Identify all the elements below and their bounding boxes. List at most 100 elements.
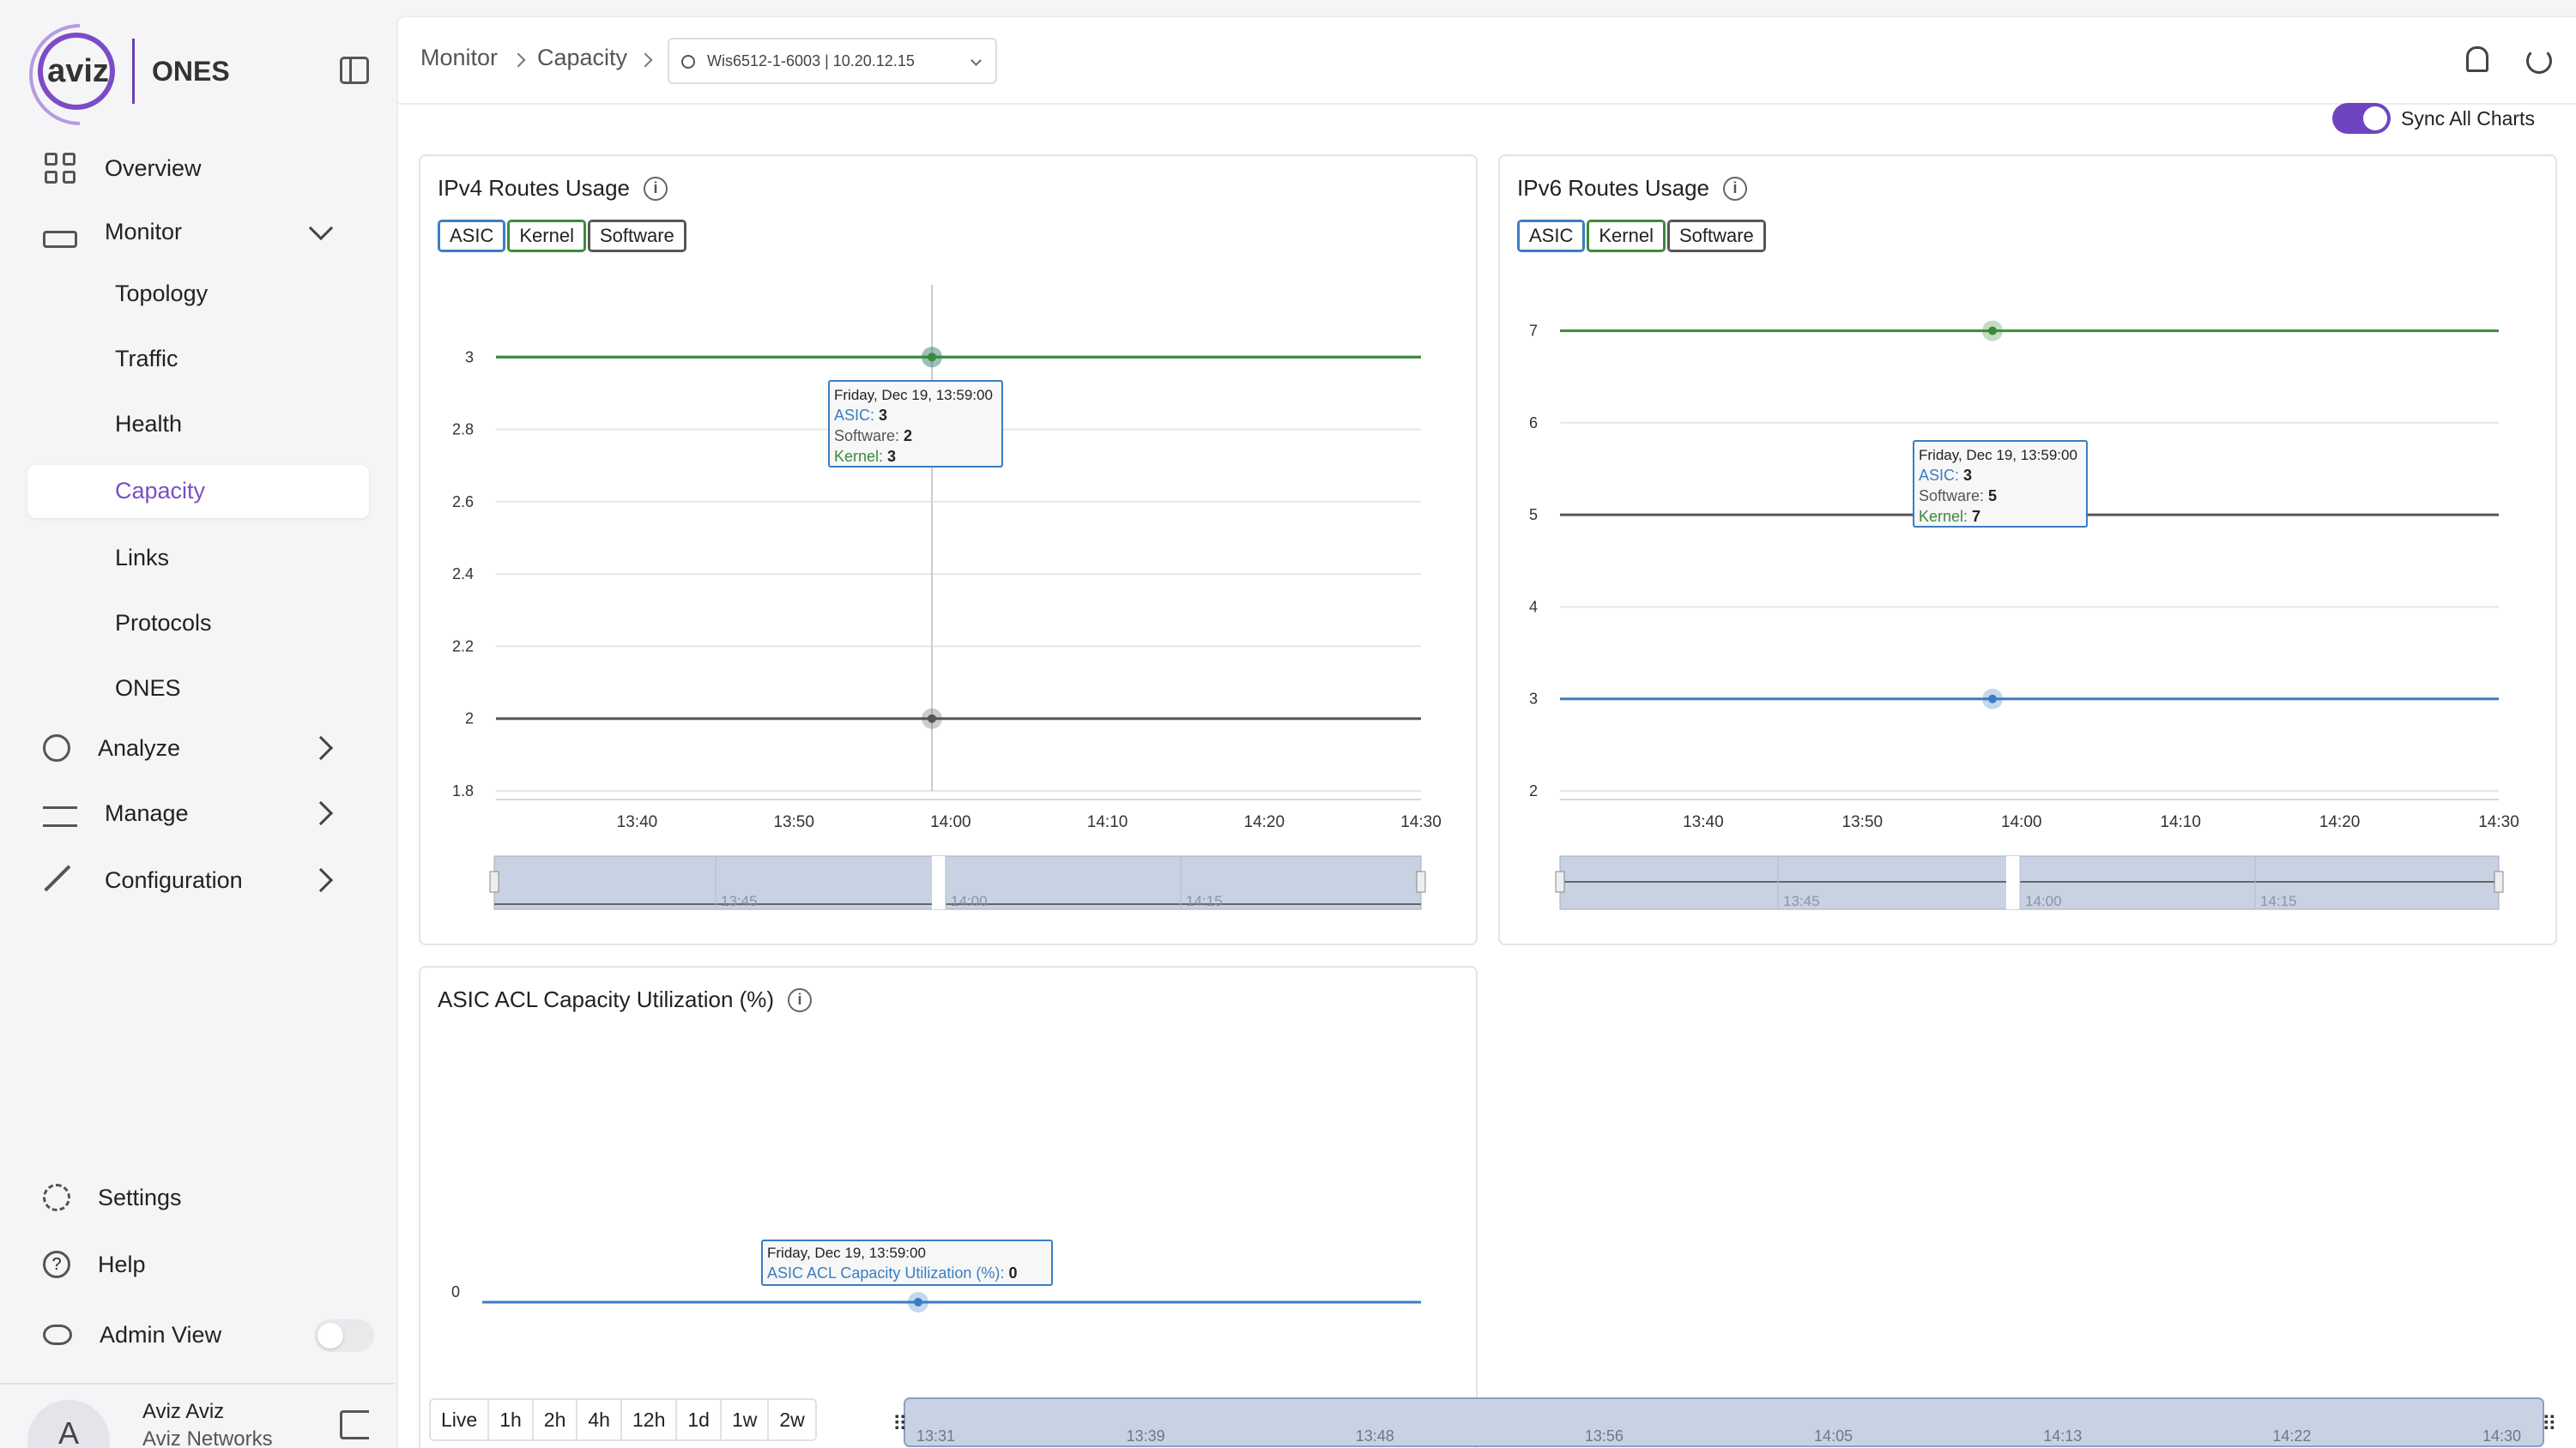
time-slider-tick-label: 14:22: [2272, 1427, 2311, 1445]
chart-legend: ASIC Kernel Software: [1517, 220, 1766, 252]
chart-tooltip: Friday, Dec 19, 13:59:00 ASIC ACL Capaci…: [761, 1240, 1053, 1286]
search-icon: [681, 55, 695, 69]
user-org: Aviz Networks: [142, 1427, 273, 1448]
svg-text:ASIC: 3: ASIC: 3: [834, 407, 887, 424]
chart-legend: ASIC Kernel Software: [438, 220, 686, 252]
drag-handle-icon: ⠿: [892, 1413, 908, 1436]
breadcrumb-monitor[interactable]: Monitor: [420, 45, 499, 70]
range-2w[interactable]: 2w: [767, 1398, 817, 1441]
info-icon[interactable]: i: [788, 987, 813, 1012]
legend-kernel[interactable]: Kernel: [507, 220, 586, 252]
sidebar-item-settings[interactable]: Settings: [43, 1179, 182, 1216]
svg-text:Software: 5: Software: 5: [1919, 487, 1997, 504]
range-1d[interactable]: 1d: [675, 1398, 722, 1441]
user-name: Aviz Aviz: [142, 1400, 225, 1423]
bell-icon[interactable]: [2466, 46, 2488, 72]
sidebar-item-traffic[interactable]: Traffic: [115, 345, 178, 371]
global-time-slider[interactable]: ⠿ ⠿ 13:31 13:39 13:48 13:56 14:05 14:13 14:22 1…: [891, 1395, 2555, 1448]
x-tick-label: 14:10: [1087, 813, 1128, 831]
series-marker-kernel[interactable]: [928, 353, 936, 362]
navigator-tick-label: 14:00: [2025, 893, 2062, 909]
y-tick-label: 0: [451, 1283, 460, 1300]
range-navigator[interactable]: 13:45 14:00 14:15: [489, 855, 1426, 910]
chevron-down-icon[interactable]: [308, 215, 334, 241]
y-tick-label: 3: [1529, 691, 1538, 708]
time-slider-tick-label: 14:30: [2482, 1427, 2521, 1445]
range-navigator[interactable]: 13:45 14:00 14:15: [1555, 855, 2504, 910]
sidebar-item-configuration[interactable]: Configuration: [43, 861, 243, 899]
sync-toggle[interactable]: [2332, 103, 2391, 134]
breadcrumb-capacity[interactable]: Capacity: [537, 45, 628, 70]
info-icon[interactable]: i: [1723, 176, 1748, 201]
navigator-tick-label: 13:45: [1783, 893, 1820, 909]
info-icon[interactable]: i: [644, 176, 668, 201]
admin-view-toggle[interactable]: [314, 1319, 374, 1352]
chevron-right-icon[interactable]: [308, 867, 334, 893]
range-4h[interactable]: 4h: [576, 1398, 622, 1441]
navigator-tick-label: 14:15: [1186, 893, 1223, 909]
help-icon: ?: [43, 1251, 70, 1278]
sidebar-item-monitor[interactable]: Monitor: [43, 213, 182, 250]
sidebar-item-help[interactable]: ? Help: [43, 1246, 146, 1283]
x-tick-label: 14:20: [2319, 813, 2361, 831]
series-marker-kernel[interactable]: [1988, 326, 1997, 335]
legend-kernel[interactable]: Kernel: [1587, 220, 1666, 252]
sync-all-charts[interactable]: Sync All Charts: [2332, 103, 2535, 134]
sliders-icon: [43, 806, 77, 827]
sidebar-item-capacity[interactable]: Capacity: [115, 477, 206, 504]
sidebar-item-health[interactable]: Health: [115, 410, 183, 437]
acl-chart[interactable]: 0 Friday, Dec 19, 13:59:00 ASIC ACL Capa…: [420, 968, 1479, 1448]
collapse-sidebar-icon[interactable]: [340, 57, 369, 84]
chevron-right-icon[interactable]: [308, 800, 334, 826]
series-marker-software[interactable]: [928, 714, 936, 723]
top-bar: Monitor Capacity Wis6512-1-6003 | 10.20.…: [398, 17, 2576, 105]
legend-asic[interactable]: ASIC: [438, 220, 506, 252]
x-tick-label: 14:30: [2478, 813, 2519, 831]
legend-software[interactable]: Software: [587, 220, 686, 252]
refresh-icon[interactable]: [2526, 48, 2552, 74]
time-slider-tick-label: 14:13: [2043, 1427, 2082, 1445]
sidebar-item-overview[interactable]: Overview: [43, 149, 202, 187]
time-range-selector: Live 1h 2h 4h 12h 1d 1w 2w: [429, 1398, 817, 1441]
x-tick-label: 14:10: [2160, 813, 2201, 831]
ipv6-chart[interactable]: 2 3 4 5 6 7 13:40 13:50 14:00 14:10 14:20 14:30 Fr…: [1500, 156, 2559, 947]
range-1h[interactable]: 1h: [487, 1398, 534, 1441]
svg-text:ASIC: 3: ASIC: 3: [1919, 467, 1972, 484]
x-tick-label: 14:00: [930, 813, 971, 831]
navigator-handle-right[interactable]: [1416, 871, 1426, 893]
tooltip-time: Friday, Dec 19, 13:59:00: [834, 387, 993, 403]
navigator-handle-left[interactable]: [1555, 871, 1565, 893]
legend-asic[interactable]: ASIC: [1517, 220, 1586, 252]
sidebar-item-links[interactable]: Links: [115, 544, 170, 570]
series-marker-acl[interactable]: [914, 1298, 922, 1306]
series-marker-asic[interactable]: [1988, 694, 1997, 703]
navigator-tick-label: 14:15: [2260, 893, 2297, 909]
navigator-handle-left[interactable]: [489, 871, 499, 893]
sidebar-item-topology[interactable]: Topology: [115, 280, 209, 306]
range-live[interactable]: Live: [429, 1398, 490, 1441]
sidebar-item-manage[interactable]: Manage: [43, 794, 189, 832]
legend-software[interactable]: Software: [1666, 220, 1766, 252]
avatar[interactable]: A: [27, 1400, 110, 1448]
range-1w[interactable]: 1w: [719, 1398, 770, 1441]
sidebar-item-ones[interactable]: ONES: [115, 674, 181, 701]
y-tick-label: 3: [465, 348, 474, 365]
range-2h[interactable]: 2h: [531, 1398, 578, 1441]
time-slider-tick-label: 13:39: [1127, 1427, 1165, 1445]
logout-icon[interactable]: [340, 1410, 369, 1439]
logo: aviz ONES: [38, 33, 230, 110]
y-tick-label: 7: [1529, 323, 1538, 340]
time-slider-tick-label: 13:31: [916, 1427, 955, 1445]
sidebar-item-analyze[interactable]: Analyze: [43, 729, 180, 767]
chevron-right-icon[interactable]: [308, 735, 334, 761]
y-tick-label: 6: [1529, 414, 1538, 431]
ipv4-chart[interactable]: 1.8 2 2.2 2.4 2.6 2.8 3 13:40 13:50 14:00 14:10 14…: [420, 156, 1479, 947]
y-tick-label: 4: [1529, 598, 1538, 615]
time-slider-tick-label: 13:48: [1356, 1427, 1394, 1445]
device-select[interactable]: Wis6512-1-6003 | 10.20.12.15: [668, 38, 997, 84]
tooltip-time: Friday, Dec 19, 13:59:00: [767, 1245, 926, 1261]
range-12h[interactable]: 12h: [620, 1398, 678, 1441]
navigator-handle-right[interactable]: [2494, 871, 2504, 893]
sidebar-item-protocols[interactable]: Protocols: [115, 609, 212, 636]
aviz-logo-icon: aviz: [38, 33, 115, 110]
